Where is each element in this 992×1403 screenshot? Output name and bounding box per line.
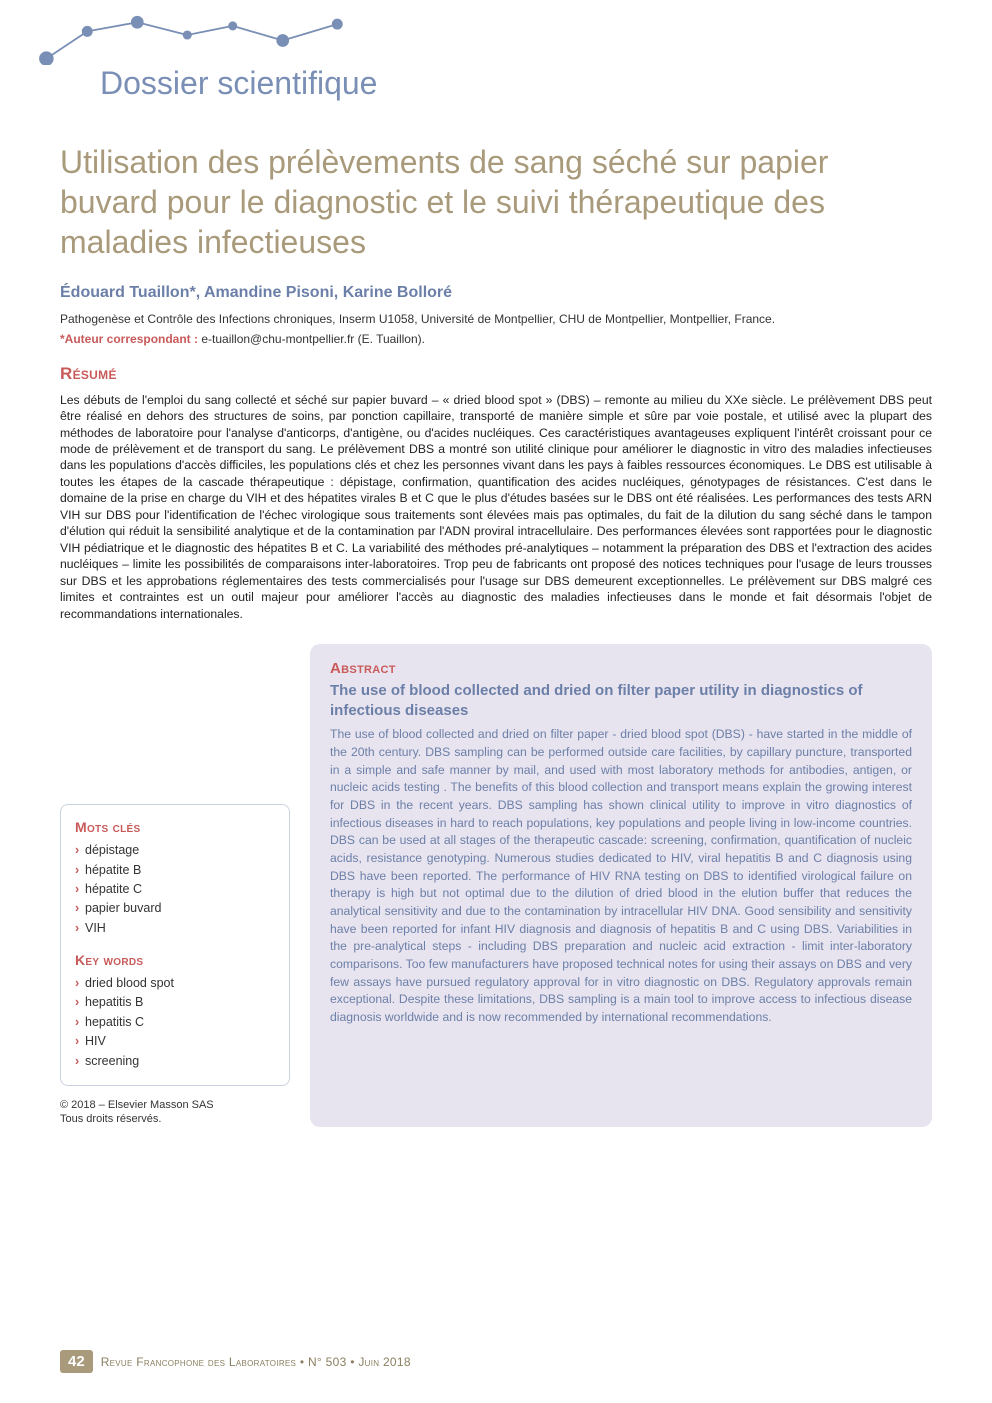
keywords-box: Mots clés dépistage hépatite B hépatite … <box>60 804 290 1086</box>
keyword-item: hépatite C <box>75 880 275 899</box>
keyword-item: VIH <box>75 919 275 938</box>
corresponding-label: *Auteur correspondant : <box>60 332 198 346</box>
keyword-item: dépistage <box>75 841 275 860</box>
corresponding-author: *Auteur correspondant : e-tuaillon@chu-m… <box>60 332 932 346</box>
keyword-item: HIV <box>75 1032 275 1051</box>
resume-heading: Résumé <box>60 364 932 384</box>
journal-page: Dossier scientifique Utilisation des pré… <box>0 0 992 1403</box>
header-molecule-decoration <box>20 15 400 65</box>
authors-list: Édouard Tuaillon*, Amandine Pisoni, Kari… <box>60 284 932 302</box>
copyright-line1: © 2018 – Elsevier Masson SAS <box>60 1099 214 1111</box>
left-spacer <box>60 644 290 804</box>
keyword-item: screening <box>75 1052 275 1071</box>
section-label: Dossier scientifique <box>100 65 932 102</box>
journal-reference: Revue Francophone des Laboratoires • N° … <box>101 1355 411 1369</box>
keyword-item: papier buvard <box>75 899 275 918</box>
lower-two-column: Mots clés dépistage hépatite B hépatite … <box>60 644 932 1126</box>
key-words-list: dried blood spot hepatitis B hepatitis C… <box>75 974 275 1071</box>
abstract-box: Abstract The use of blood collected and … <box>310 644 932 1126</box>
abstract-subtitle: The use of blood collected and dried on … <box>330 681 912 720</box>
left-column: Mots clés dépistage hépatite B hépatite … <box>60 644 290 1126</box>
key-words-heading: Key words <box>75 952 275 968</box>
keyword-item: hepatitis C <box>75 1013 275 1032</box>
keyword-item: dried blood spot <box>75 974 275 993</box>
abstract-heading: Abstract <box>330 660 912 677</box>
affiliation: Pathogenèse et Contrôle des Infections c… <box>60 312 932 328</box>
mots-cles-heading: Mots clés <box>75 819 275 835</box>
keyword-item: hépatite B <box>75 861 275 880</box>
corresponding-email: e-tuaillon@chu-montpellier.fr (E. Tuaill… <box>201 332 425 346</box>
copyright-line2: Tous droits réservés. <box>60 1113 161 1125</box>
copyright: © 2018 – Elsevier Masson SAS Tous droits… <box>60 1098 290 1127</box>
page-number: 42 <box>60 1350 93 1373</box>
page-footer: 42 Revue Francophone des Laboratoires • … <box>60 1350 932 1373</box>
keyword-item: hepatitis B <box>75 993 275 1012</box>
mots-cles-list: dépistage hépatite B hépatite C papier b… <box>75 841 275 938</box>
resume-text: Les débuts de l'emploi du sang collecté … <box>60 392 932 623</box>
abstract-text: The use of blood collected and dried on … <box>330 726 912 1027</box>
article-title: Utilisation des prélèvements de sang séc… <box>60 142 932 262</box>
